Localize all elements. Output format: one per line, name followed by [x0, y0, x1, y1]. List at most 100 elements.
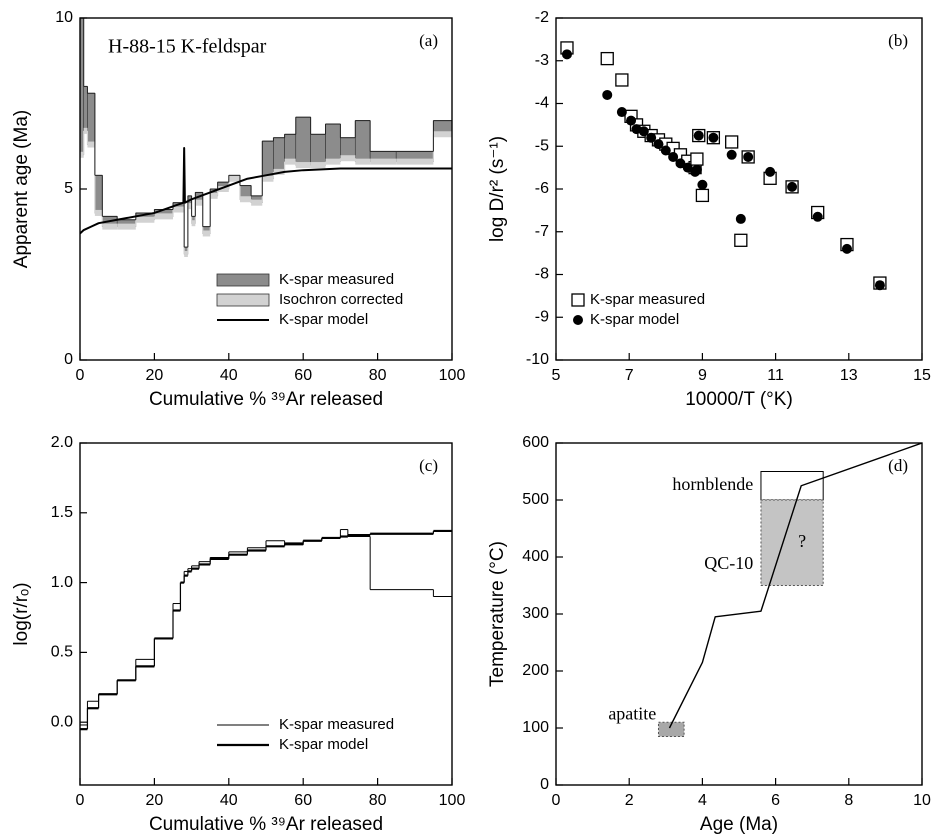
box-label: QC-10 — [704, 553, 753, 573]
point — [787, 181, 798, 192]
x-axis-label: Cumulative % ³⁹Ar released — [149, 389, 383, 410]
y-tick-label: -5 — [535, 137, 549, 154]
x-tick-label: 20 — [146, 367, 164, 384]
point — [812, 211, 823, 222]
x-tick-label: 80 — [369, 367, 387, 384]
x-tick-label: 20 — [146, 792, 164, 809]
x-tick-label: 40 — [220, 367, 238, 384]
y-tick-label: 0.0 — [51, 713, 73, 730]
band — [310, 133, 326, 166]
point — [841, 243, 852, 254]
y-axis-label: log D/r² (s⁻¹) — [487, 136, 508, 242]
plot-frame — [79, 17, 453, 361]
y-tick-label: 10 — [55, 9, 73, 26]
y-tick-label: -9 — [535, 308, 549, 325]
legend-swatch — [216, 273, 270, 287]
point — [626, 115, 637, 126]
x-tick-label: 5 — [552, 367, 561, 384]
legend-marker — [573, 315, 583, 325]
y-tick-label: -6 — [535, 180, 549, 197]
panel-label: (b) — [888, 31, 908, 50]
y-tick-label: 200 — [522, 662, 549, 679]
plot-area — [657, 443, 922, 738]
x-tick-label: 40 — [220, 792, 238, 809]
y-tick-label: -8 — [535, 266, 549, 283]
point — [561, 49, 572, 60]
point — [600, 51, 614, 66]
y-tick-label: 600 — [522, 434, 549, 451]
range-box — [657, 721, 685, 738]
y-tick-label: 5 — [64, 180, 73, 197]
x-tick-label: 100 — [439, 792, 466, 809]
point — [693, 130, 704, 141]
point — [695, 188, 710, 203]
band — [295, 116, 311, 166]
y-tick-label: 1.0 — [51, 574, 73, 591]
legend-label: K-spar measured — [279, 271, 394, 288]
legend-swatch — [216, 293, 270, 307]
plot-area — [80, 529, 452, 731]
plot-frame — [555, 442, 923, 786]
panel: 0 20 40 60 80 100 0 5 10 H-88-15 K-feldspar (a) Cum… — [11, 9, 465, 410]
box-label: apatite — [608, 704, 656, 724]
point — [615, 73, 629, 87]
x-axis-label: Age (Ma) — [700, 814, 778, 835]
y-tick-label: -2 — [535, 9, 549, 26]
x-tick-label: 0 — [76, 367, 85, 384]
band — [94, 175, 103, 214]
legend-label: K-spar measured — [590, 291, 705, 308]
x-tick-label: 60 — [294, 792, 312, 809]
x-tick-label: 6 — [771, 792, 780, 809]
point — [690, 152, 704, 166]
point — [726, 149, 737, 160]
point — [708, 132, 719, 143]
panel-label: (c) — [419, 456, 438, 475]
x-tick-label: 60 — [294, 367, 312, 384]
box-label: hornblende — [672, 474, 753, 494]
band — [273, 137, 285, 173]
band — [284, 133, 297, 162]
point — [735, 213, 746, 224]
plot-area — [80, 18, 452, 257]
legend-label: K-spar model — [590, 311, 679, 328]
plot-frame — [79, 442, 453, 786]
x-tick-label: 9 — [698, 367, 707, 384]
point — [765, 166, 776, 177]
line — [80, 146, 452, 235]
x-tick-label: 0 — [76, 792, 85, 809]
legend-label: Isochron corrected — [279, 291, 403, 308]
band — [87, 92, 96, 145]
y-tick-label: 0.5 — [51, 644, 73, 661]
x-tick-label: 0 — [552, 792, 561, 809]
band — [325, 123, 341, 162]
x-axis-label: 10000/T (°K) — [685, 389, 793, 410]
x-tick-label: 10 — [913, 792, 931, 809]
plot-frame — [555, 17, 923, 361]
legend-marker — [571, 293, 585, 307]
panel-label: (a) — [419, 31, 438, 50]
y-tick-label: 0 — [540, 776, 549, 793]
point — [646, 132, 657, 143]
point — [616, 107, 627, 118]
x-tick-label: 7 — [625, 367, 634, 384]
band — [83, 86, 88, 132]
y-axis-label: log(r/rₒ) — [11, 582, 32, 645]
chart-title: H-88-15 K-feldspar — [108, 36, 267, 58]
x-tick-label: 13 — [840, 367, 858, 384]
line — [668, 443, 922, 729]
range-box — [760, 471, 824, 501]
y-tick-label: -10 — [526, 351, 549, 368]
point — [675, 158, 686, 169]
y-axis-label: Apparent age (Ma) — [11, 110, 32, 268]
x-tick-label: 4 — [698, 792, 707, 809]
point — [725, 135, 739, 149]
x-tick-label: 100 — [439, 367, 466, 384]
y-tick-label: -3 — [535, 52, 549, 69]
y-tick-label: 0 — [64, 351, 73, 368]
y-tick-label: -4 — [535, 95, 549, 112]
x-axis-label: Cumulative % ³⁹Ar released — [149, 814, 383, 835]
band — [354, 120, 371, 162]
point — [743, 151, 754, 162]
point — [668, 151, 679, 162]
legend-label: K-spar model — [279, 311, 368, 328]
